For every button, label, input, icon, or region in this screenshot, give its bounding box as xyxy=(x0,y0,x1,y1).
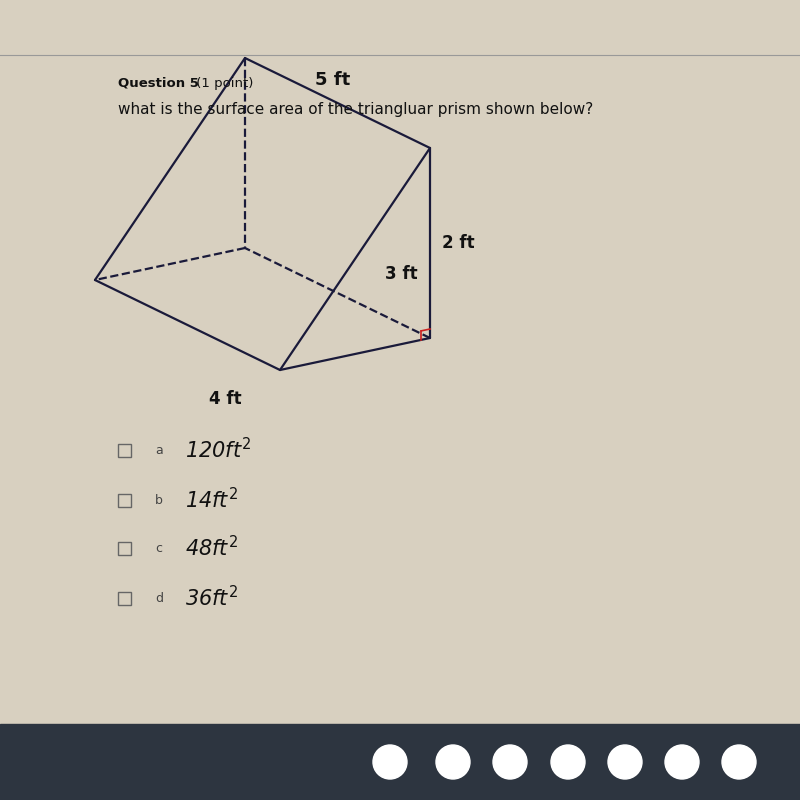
Bar xyxy=(118,494,131,506)
Text: what is the surface area of the triangluar prism shown below?: what is the surface area of the trianglu… xyxy=(118,102,594,117)
Text: d: d xyxy=(155,591,163,605)
Circle shape xyxy=(665,745,699,779)
Text: 2 ft: 2 ft xyxy=(442,234,474,252)
Bar xyxy=(118,443,131,457)
Text: a: a xyxy=(155,443,162,457)
Text: 3 ft: 3 ft xyxy=(385,265,418,283)
Bar xyxy=(0,724,800,800)
Circle shape xyxy=(493,745,527,779)
Text: 36$ft^2$: 36$ft^2$ xyxy=(185,586,238,610)
Circle shape xyxy=(608,745,642,779)
Circle shape xyxy=(551,745,585,779)
Text: 48$ft^2$: 48$ft^2$ xyxy=(185,535,238,561)
Circle shape xyxy=(436,745,470,779)
Text: 4 ft: 4 ft xyxy=(209,390,242,408)
Circle shape xyxy=(722,745,756,779)
Text: 14$ft^2$: 14$ft^2$ xyxy=(185,487,238,513)
Text: (1 point): (1 point) xyxy=(192,77,254,90)
Text: Question 5: Question 5 xyxy=(118,77,199,90)
Bar xyxy=(118,542,131,554)
Bar xyxy=(118,591,131,605)
Text: 5 ft: 5 ft xyxy=(315,71,350,89)
Text: c: c xyxy=(155,542,162,554)
Circle shape xyxy=(373,745,407,779)
Text: 120$ft^2$: 120$ft^2$ xyxy=(185,438,252,462)
Text: b: b xyxy=(155,494,163,506)
